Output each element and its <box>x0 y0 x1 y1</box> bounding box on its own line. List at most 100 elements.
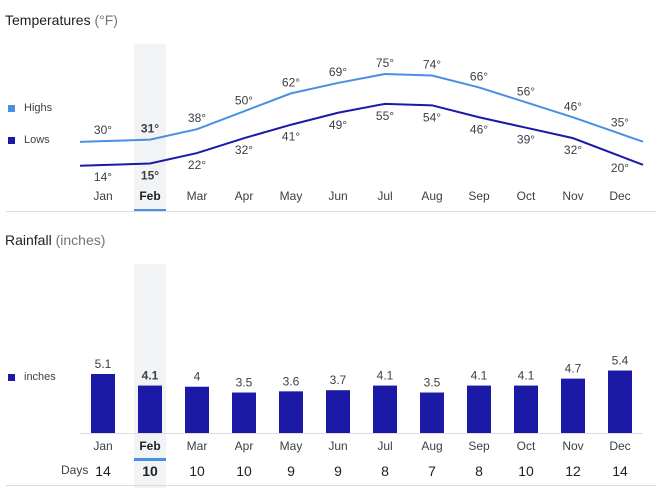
temperatures-title: Temperatures (°F) <box>5 12 118 28</box>
temperature-chart[interactable]: 30° 31° 38° 50° 62° 69° 75° 74° 66° 56° 46° 35° 14° 1… <box>0 0 662 215</box>
lows-label-nov: 32° <box>564 143 582 157</box>
lows-label-jul: 55° <box>376 109 394 123</box>
days-value-apr: 10 <box>236 463 252 479</box>
rain-month-mar[interactable]: Mar <box>187 439 208 453</box>
lows-label-dec: 20° <box>611 161 629 175</box>
rain-month-oct[interactable]: Oct <box>517 439 536 453</box>
legend-lows-label: Lows <box>24 134 50 146</box>
lows-label-oct: 39° <box>517 133 535 147</box>
rain-label-aug: 3.5 <box>424 376 441 390</box>
days-value-mar: 10 <box>189 463 205 479</box>
rain-label-jun: 3.7 <box>330 373 347 387</box>
temp-month-sep[interactable]: Sep <box>468 189 490 203</box>
rain-label-sep: 4.1 <box>471 369 488 383</box>
rain-bar-sep[interactable] <box>467 385 491 433</box>
rain-bar-feb[interactable] <box>138 385 162 433</box>
highs-label-jan: 30° <box>94 123 112 137</box>
rain-bar-nov[interactable] <box>561 378 585 433</box>
rain-label-may: 3.6 <box>283 374 300 388</box>
highs-label-sep: 66° <box>470 69 488 83</box>
legend-highs: Highs <box>8 102 52 114</box>
lows-label-aug: 54° <box>423 110 441 124</box>
rain-month-jun[interactable]: Jun <box>328 439 347 453</box>
temp-month-aug[interactable]: Aug <box>421 189 442 203</box>
lows-label-jun: 49° <box>329 118 347 132</box>
rain-month-jan[interactable]: Jan <box>93 439 112 453</box>
rain-month-nov[interactable]: Nov <box>562 439 583 453</box>
rain-bar-dec[interactable] <box>608 370 632 433</box>
legend-inches-label: inches <box>24 371 56 383</box>
rain-month-feb[interactable]: Feb <box>139 439 160 453</box>
highs-label-mar: 38° <box>188 111 206 125</box>
rainfall-unit: (inches) <box>55 232 106 248</box>
rain-month-jul[interactable]: Jul <box>377 439 392 453</box>
temp-month-feb[interactable]: Feb <box>139 189 160 203</box>
rain-label-feb: 4.1 <box>142 369 159 383</box>
rain-month-sep[interactable]: Sep <box>468 439 490 453</box>
lows-label-apr: 32° <box>235 143 253 157</box>
rain-label-dec: 5.4 <box>612 354 629 368</box>
rain-bar-oct[interactable] <box>514 385 538 433</box>
legend-lows-swatch <box>8 136 15 144</box>
highs-label-nov: 46° <box>564 99 582 113</box>
rain-label-oct: 4.1 <box>518 369 535 383</box>
rain-bar-apr[interactable] <box>232 392 256 433</box>
lows-line <box>79 102 644 167</box>
days-value-jul: 8 <box>381 463 389 479</box>
rain-bar-jan[interactable] <box>91 374 115 433</box>
days-value-jan: 14 <box>95 463 111 479</box>
rain-month-may[interactable]: May <box>280 439 303 453</box>
rain-bar-jul[interactable] <box>373 385 397 433</box>
temp-month-jul[interactable]: Jul <box>377 189 392 203</box>
bottom-divider <box>6 485 656 486</box>
temperatures-title-text: Temperatures <box>5 12 91 28</box>
rain-label-jan: 5.1 <box>95 357 112 371</box>
temp-month-may[interactable]: May <box>280 189 303 203</box>
temp-month-oct[interactable]: Oct <box>517 189 536 203</box>
temp-month-jun[interactable]: Jun <box>328 189 347 203</box>
rain-bar-aug[interactable] <box>420 392 444 433</box>
days-label: Days <box>61 463 88 477</box>
highs-label-jul: 75° <box>376 56 394 70</box>
rain-month-apr[interactable]: Apr <box>235 439 254 453</box>
temp-selected-underline <box>134 209 166 212</box>
highs-label-may: 62° <box>282 75 300 89</box>
highs-label-apr: 50° <box>235 93 253 107</box>
selected-month-band-rain <box>134 264 166 488</box>
rain-bar-may[interactable] <box>279 391 303 433</box>
temperatures-unit: (°F) <box>94 12 118 28</box>
days-value-oct: 10 <box>518 463 534 479</box>
temp-month-nov[interactable]: Nov <box>562 189 583 203</box>
days-value-dec: 14 <box>612 463 628 479</box>
rain-label-nov: 4.7 <box>565 362 582 376</box>
rain-month-dec[interactable]: Dec <box>609 439 630 453</box>
lows-label-mar: 22° <box>188 158 206 172</box>
rain-label-jul: 4.1 <box>377 369 394 383</box>
section-divider <box>6 211 656 212</box>
rain-selected-underline <box>134 458 166 461</box>
highs-label-jun: 69° <box>329 65 347 79</box>
legend-inches: inches <box>8 371 56 383</box>
selected-month-band <box>134 44 166 212</box>
days-value-aug: 7 <box>428 463 436 479</box>
legend-highs-label: Highs <box>24 102 53 114</box>
rain-bar-jun[interactable] <box>326 390 350 433</box>
rainfall-title: Rainfall (inches) <box>5 232 105 248</box>
highs-label-feb: 31° <box>141 122 159 136</box>
days-value-nov: 12 <box>565 463 581 479</box>
legend-lows: Lows <box>8 134 50 146</box>
temp-month-dec[interactable]: Dec <box>609 189 630 203</box>
highs-label-oct: 56° <box>517 84 535 98</box>
temp-month-apr[interactable]: Apr <box>235 189 254 203</box>
rain-label-apr: 3.5 <box>236 376 253 390</box>
days-value-feb: 10 <box>142 463 158 479</box>
rain-bar-mar[interactable] <box>185 386 209 433</box>
lows-label-may: 41° <box>282 130 300 144</box>
lows-label-sep: 46° <box>470 122 488 136</box>
rain-month-aug[interactable]: Aug <box>421 439 442 453</box>
temp-month-mar[interactable]: Mar <box>187 189 208 203</box>
temp-month-jan[interactable]: Jan <box>93 189 112 203</box>
rain-label-mar: 4 <box>194 370 201 384</box>
highs-label-aug: 74° <box>423 57 441 71</box>
